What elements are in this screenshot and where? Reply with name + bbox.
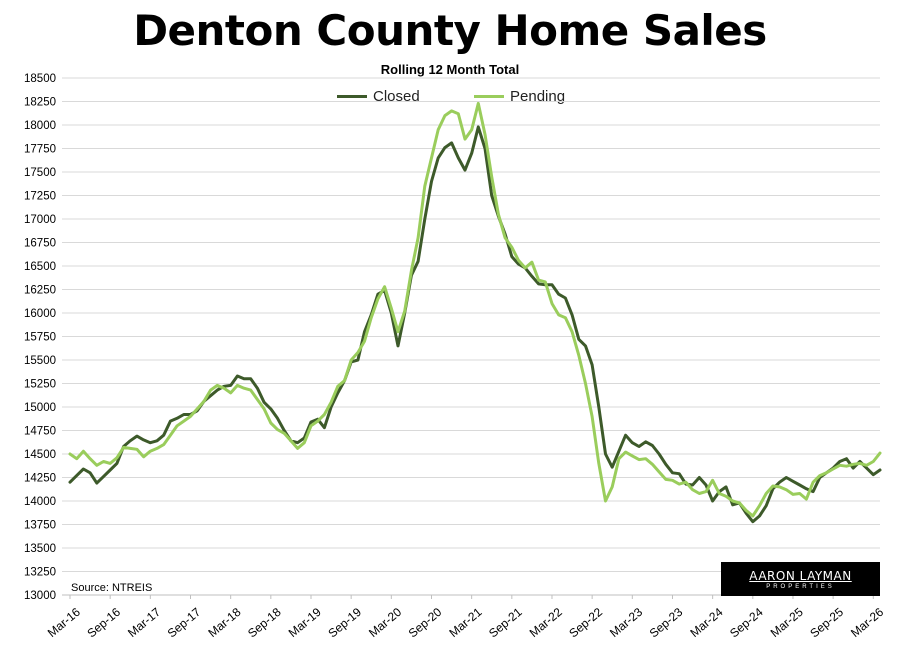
brand-logo-name: AARON LAYMAN (749, 568, 852, 583)
y-tick-label: 16500 (24, 261, 56, 273)
y-tick-label: 18000 (24, 120, 56, 132)
x-tick-label: Sep-16 (84, 605, 123, 641)
x-tick-label: Mar-24 (687, 605, 725, 640)
brand-logo: AARON LAYMAN PROPERTIES (721, 562, 880, 596)
x-tick-label: Sep-17 (165, 605, 204, 641)
x-tick-label: Sep-21 (486, 605, 525, 641)
chart-subtitle: Rolling 12 Month Total (380, 62, 520, 77)
y-tick-label: 15750 (24, 332, 56, 344)
x-tick-label: Sep-20 (406, 605, 445, 641)
y-tick-label: 14000 (24, 496, 56, 508)
brand-logo-subtext: PROPERTIES (766, 583, 835, 590)
y-tick-label: 17000 (24, 214, 56, 226)
y-tick-label: 15500 (24, 355, 56, 367)
legend-item-pending: Pending (474, 88, 565, 105)
y-tick-label: 14750 (24, 426, 56, 438)
x-tick-label: Mar-20 (366, 605, 404, 640)
y-tick-label: 13500 (24, 543, 56, 555)
y-tick-label: 13750 (24, 520, 56, 532)
series-line-pending (68, 101, 882, 518)
x-tick-label: Mar-16 (45, 605, 83, 640)
x-tick-label: Sep-23 (647, 605, 686, 641)
x-tick-label: Mar-22 (527, 605, 565, 640)
legend-label-closed: Closed (373, 88, 420, 105)
x-tick-label: Mar-19 (286, 605, 324, 640)
y-tick-label: 18500 (24, 73, 56, 85)
x-tick-label: Mar-23 (607, 605, 645, 640)
legend-label-pending: Pending (510, 88, 566, 105)
x-tick-label: Mar-21 (446, 605, 484, 640)
y-tick-label: 14500 (24, 449, 56, 461)
x-tick-label: Sep-24 (727, 605, 766, 641)
legend-swatch-pending (474, 95, 504, 98)
chart-title: Denton County Home Sales (133, 6, 767, 55)
y-tick-label: 17250 (24, 191, 56, 203)
y-tick-label: 17500 (24, 167, 56, 179)
y-tick-label: 13250 (24, 567, 56, 579)
x-tick-label: Mar-26 (848, 605, 886, 640)
y-tick-label: 16250 (24, 285, 56, 297)
y-tick-label: 14250 (24, 473, 56, 485)
x-tick-label: Sep-18 (245, 605, 284, 641)
x-tick-label: Mar-18 (205, 605, 243, 640)
source-note: Source: NTREIS (71, 582, 153, 594)
y-tick-label: 18250 (24, 97, 56, 109)
y-tick-label: 15000 (24, 402, 56, 414)
legend-swatch-closed (337, 95, 367, 98)
x-tick-label: Mar-25 (768, 605, 806, 640)
x-tick-label: Sep-22 (566, 605, 605, 641)
series-line-closed (68, 125, 882, 524)
y-tick-label: 16000 (24, 308, 56, 320)
legend-item-closed: Closed (337, 88, 420, 105)
y-tick-label: 15250 (24, 379, 56, 391)
y-tick-label: 13000 (24, 590, 56, 602)
y-tick-label: 17750 (24, 144, 56, 156)
x-tick-label: Mar-17 (125, 605, 163, 640)
y-tick-label: 16750 (24, 238, 56, 250)
x-tick-label: Sep-19 (325, 605, 364, 641)
x-tick-label: Sep-25 (807, 605, 846, 641)
